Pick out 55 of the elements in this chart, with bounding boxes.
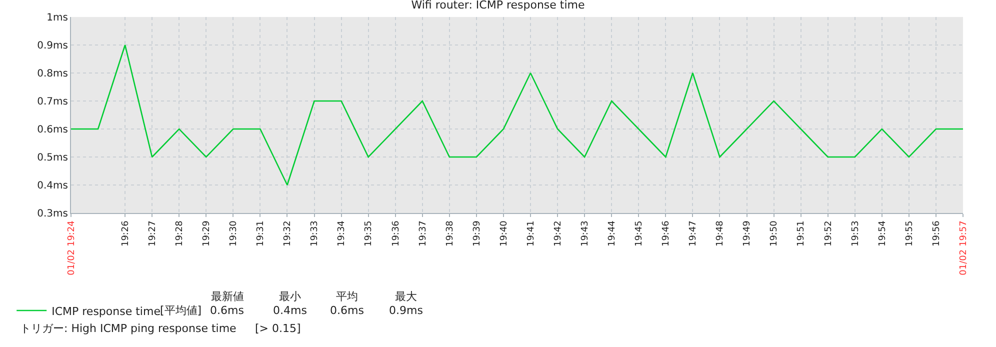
- x-tick-label: 19:52: [824, 220, 834, 247]
- x-tick-label: 19:43: [580, 220, 591, 247]
- x-tick-label: 19:32: [283, 220, 294, 247]
- x-tick-label: 19:42: [553, 220, 564, 247]
- x-tick-label: 19:49: [742, 220, 753, 247]
- y-tick-label: 0.8ms: [37, 68, 68, 80]
- text: 0.6ms: [210, 304, 244, 317]
- chart-title: Wifi router: ICMP response time: [411, 0, 586, 12]
- x-tick-label: 19:31: [256, 220, 266, 247]
- x-tick-label: 19:36: [391, 220, 402, 247]
- text: 最大: [395, 290, 417, 303]
- x-tick-label: 19:28: [175, 220, 186, 247]
- x-tick-label: 19:48: [716, 220, 726, 247]
- x-tick-label: 19:35: [364, 220, 374, 247]
- x-tick-label: 19:34: [337, 220, 348, 247]
- x-tick-label: 19:55: [904, 220, 915, 247]
- x-tick-label: 19:45: [634, 220, 645, 247]
- y-tick-label: 0.9ms: [37, 40, 68, 52]
- text: 0.6ms: [330, 304, 364, 317]
- x-tick-label: 19:54: [878, 220, 888, 247]
- text: トリガー: High ICMP ping response time: [20, 322, 237, 335]
- text: [> 0.15]: [255, 322, 301, 335]
- x-tick-label: 19:27: [148, 220, 158, 247]
- x-tick-label: 19:40: [499, 220, 510, 247]
- text: 0.9ms: [389, 304, 424, 317]
- x-tick-label: 19:47: [688, 220, 699, 247]
- line-series: [71, 44, 963, 186]
- x-tick-label: 19:56: [932, 220, 942, 247]
- y-tick-label: 0.6ms: [37, 124, 68, 136]
- text: [平均値]: [160, 304, 202, 317]
- y-tick-label: 0.3ms: [37, 208, 68, 220]
- x-tick-label: 19:37: [418, 220, 428, 247]
- x-tick-label: 01/02 19:57: [958, 220, 969, 276]
- text: 最新値: [211, 290, 244, 303]
- x-tick-label: 19:39: [472, 220, 482, 247]
- y-tick-label: 0.4ms: [37, 180, 68, 192]
- x-tick-label: 19:26: [120, 220, 131, 247]
- x-tick-label: 19:29: [202, 220, 212, 247]
- x-tick-label: 01/02 19:24: [66, 220, 77, 276]
- x-tick-label: 19:38: [445, 220, 456, 247]
- x-tick-label: 19:44: [608, 220, 618, 247]
- x-tick-label: 19:41: [526, 220, 536, 247]
- text: 最小: [279, 290, 301, 303]
- x-tick-label: 19:33: [310, 220, 320, 247]
- x-tick-label: 19:51: [796, 220, 807, 247]
- x-tick-label: 19:46: [662, 220, 672, 247]
- y-tick-label: 1ms: [46, 12, 68, 24]
- x-tick-label: 19:30: [229, 220, 240, 247]
- y-tick-label: 0.5ms: [37, 152, 68, 164]
- text: 0.4ms: [273, 304, 308, 317]
- x-tick-label: 19:53: [850, 220, 861, 247]
- text: 平均: [336, 290, 358, 303]
- x-tick-label: 19:50: [770, 220, 780, 247]
- legend-label: ICMP response time: [52, 304, 161, 318]
- y-tick-label: 0.7ms: [37, 96, 68, 108]
